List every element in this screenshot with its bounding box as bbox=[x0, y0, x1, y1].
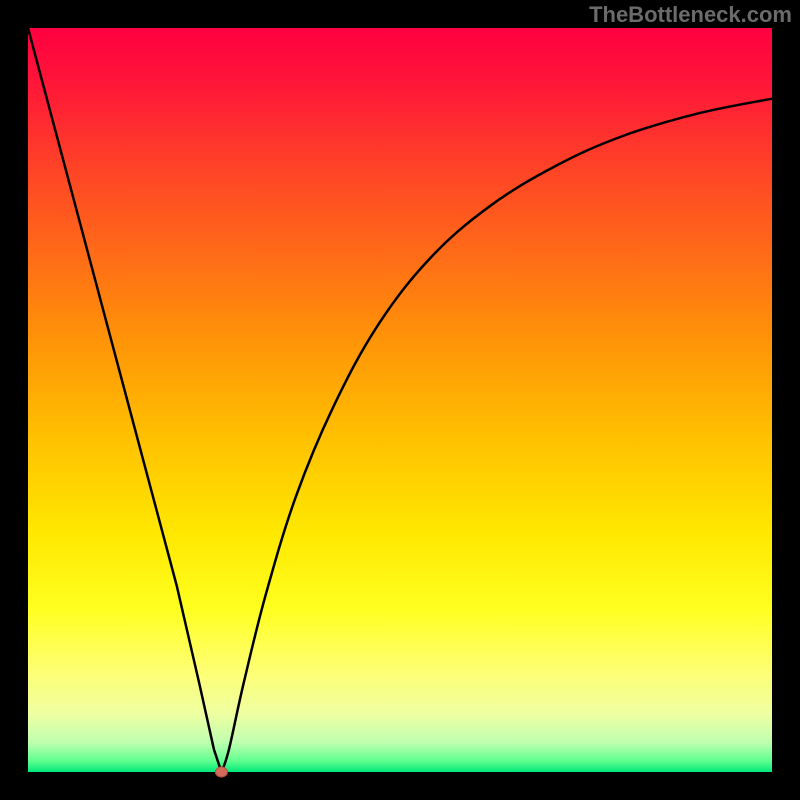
minimum-marker bbox=[215, 767, 227, 777]
bottleneck-chart bbox=[0, 0, 800, 800]
chart-container: TheBottleneck.com bbox=[0, 0, 800, 800]
watermark-label: TheBottleneck.com bbox=[589, 2, 792, 28]
chart-background bbox=[28, 28, 772, 772]
